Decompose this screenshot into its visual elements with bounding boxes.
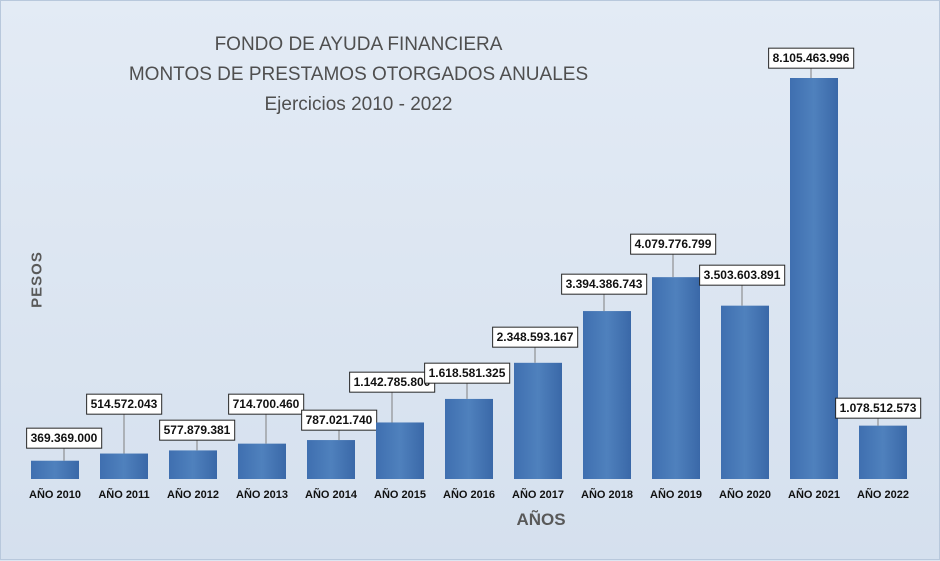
x-tick-label: AÑO 2010: [29, 488, 81, 501]
bar-año-2017: [514, 362, 562, 479]
x-tick-label: AÑO 2018: [581, 488, 633, 501]
data-label-box: [630, 233, 717, 255]
x-tick-label: AÑO 2014: [305, 488, 358, 501]
x-tick-label: AÑO 2011: [98, 488, 149, 501]
data-label-box: [86, 393, 163, 415]
data-label: 577.879.381: [164, 423, 231, 437]
x-tick-label: AÑO 2013: [236, 488, 288, 501]
x-tick-label: AÑO 2020: [719, 488, 771, 501]
data-label-box: [26, 427, 103, 449]
x-tick-label: AÑO 2012: [167, 488, 219, 501]
bar-año-2015: [376, 422, 424, 479]
x-tick-label: AÑO 2017: [512, 488, 564, 501]
data-label: 8.105.463.996: [773, 51, 850, 65]
data-label: 2.348.593.167: [497, 330, 574, 344]
bar-año-2018: [583, 311, 631, 479]
x-tick-label: AÑO 2016: [443, 488, 495, 501]
data-label: 3.503.603.891: [704, 268, 781, 282]
chart-period: Ejercicios 2010 - 2022: [264, 94, 453, 115]
bar-año-2019: [652, 277, 700, 479]
bar-año-2012: [169, 450, 217, 479]
data-label: 3.394.386.743: [566, 277, 643, 291]
data-label: 1.618.581.325: [429, 366, 506, 380]
bar-año-2020: [721, 305, 769, 479]
x-tick-label: AÑO 2022: [857, 488, 909, 501]
x-tick-label: AÑO 2019: [650, 488, 702, 501]
chart-title: FONDO DE AYUDA FINANCIERA: [214, 34, 503, 55]
x-axis-label: AÑOS: [516, 510, 566, 529]
chart-subtitle: MONTOS DE PRESTAMOS OTORGADOS ANUALES: [128, 64, 589, 85]
data-label: 714.700.460: [233, 397, 300, 411]
data-label: 514.572.043: [91, 397, 158, 411]
data-label-box: [699, 264, 786, 286]
data-label-box: [561, 273, 648, 295]
data-label-box: [301, 409, 378, 431]
data-label-box: [768, 47, 855, 69]
data-label-box: [228, 393, 305, 415]
data-label-box: [159, 419, 236, 441]
bar-año-2022: [859, 425, 907, 479]
x-tick-label: AÑO 2015: [374, 488, 426, 501]
data-label: 1.142.785.800: [354, 375, 431, 389]
data-label: 369.369.000: [31, 431, 98, 445]
bar-año-2021: [790, 78, 838, 479]
data-label-box: [835, 397, 922, 419]
data-label-box: [424, 362, 511, 384]
data-label: 787.021.740: [306, 413, 373, 427]
bar-año-2011: [100, 453, 148, 479]
data-label: 1.078.512.573: [840, 401, 917, 415]
x-tick-label: AÑO 2021: [788, 488, 840, 501]
bar-año-2016: [445, 398, 493, 479]
bar-año-2013: [238, 443, 286, 479]
bar-año-2010: [31, 460, 79, 479]
bar-año-2014: [307, 440, 355, 479]
data-label-box: [492, 326, 579, 348]
data-label: 4.079.776.799: [635, 237, 712, 251]
